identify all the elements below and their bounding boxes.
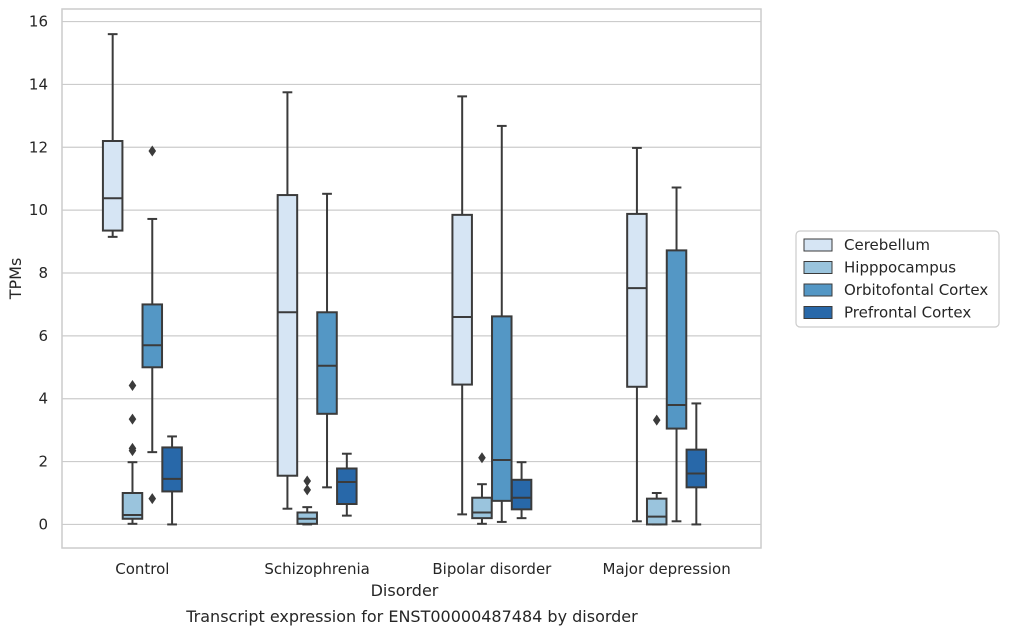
boxes bbox=[101, 33, 708, 526]
y-tick-label: 14 bbox=[29, 75, 48, 93]
legend-swatch bbox=[803, 283, 833, 297]
box-orbitofontal-cortex bbox=[141, 145, 164, 505]
iqr-box bbox=[645, 497, 668, 526]
box-prefrontal-cortex bbox=[161, 435, 183, 526]
x-tick-label: Major depression bbox=[603, 560, 731, 578]
iqr-box bbox=[471, 496, 493, 520]
x-tick-label: Control bbox=[115, 560, 169, 578]
iqr-box bbox=[336, 467, 358, 506]
legend-swatch bbox=[803, 306, 833, 319]
iqr-box bbox=[316, 311, 338, 415]
iqr-box bbox=[276, 194, 299, 477]
box-hipppocampus bbox=[645, 414, 668, 526]
iqr-box bbox=[101, 140, 124, 232]
y-tick-label: 6 bbox=[38, 327, 48, 345]
legend-swatch bbox=[803, 238, 833, 252]
y-tick-label: 12 bbox=[29, 138, 48, 156]
box-cerebellum bbox=[626, 146, 648, 523]
x-tick-label: Bipolar disorder bbox=[432, 560, 552, 578]
box-hipppocampus bbox=[471, 452, 493, 525]
legend-label: Orbitofontal Cortex bbox=[844, 281, 988, 299]
y-axis-label: TPMs bbox=[6, 258, 25, 301]
legend-frame bbox=[795, 230, 1000, 328]
outlier-point bbox=[128, 445, 137, 457]
box-hipppocampus bbox=[121, 380, 144, 525]
outlier-point bbox=[303, 475, 312, 487]
box-prefrontal-cortex bbox=[336, 452, 358, 517]
outlier-point bbox=[303, 484, 312, 496]
y-tick-label: 0 bbox=[38, 515, 48, 533]
iqr-box bbox=[665, 249, 688, 430]
x-axis-ticks: Control Schizophrenia Bipolar disorder Majo… bbox=[115, 560, 730, 578]
box-orbitofontal-cortex bbox=[316, 192, 338, 489]
iqr-box bbox=[510, 478, 533, 511]
x-tick-label: Schizophrenia bbox=[264, 560, 369, 578]
outlier-point bbox=[128, 380, 137, 392]
box-hipppocampus bbox=[296, 475, 318, 526]
iqr-box bbox=[141, 303, 164, 369]
legend-label: Cerebellum bbox=[844, 236, 930, 254]
outlier-point bbox=[148, 493, 157, 505]
box-cerebellum bbox=[451, 95, 473, 516]
box-orbitofontal-cortex bbox=[665, 186, 688, 523]
iqr-box bbox=[161, 446, 183, 493]
box-prefrontal-cortex bbox=[510, 461, 533, 520]
legend-label: Hipppocampus bbox=[844, 259, 956, 277]
y-tick-label: 16 bbox=[29, 13, 48, 31]
y-tick-label: 4 bbox=[38, 390, 48, 408]
y-tick-label: 2 bbox=[38, 453, 48, 471]
iqr-box bbox=[451, 213, 473, 386]
outlier-point bbox=[128, 413, 137, 425]
iqr-box bbox=[121, 492, 144, 520]
legend-label: Prefrontal Cortex bbox=[844, 304, 971, 322]
y-tick-label: 8 bbox=[38, 264, 48, 282]
legend: Cerebellum Hipppocampus Orbitofontal Corte… bbox=[795, 230, 1000, 328]
legend-swatch bbox=[803, 261, 833, 274]
iqr-box bbox=[491, 315, 513, 502]
box-cerebellum bbox=[101, 33, 124, 238]
box-prefrontal-cortex bbox=[685, 402, 708, 526]
plot-area-frame bbox=[61, 8, 762, 549]
iqr-box bbox=[685, 448, 708, 489]
box-orbitofontal-cortex bbox=[491, 124, 513, 523]
y-axis-ticks: 0 2 4 6 8 10 12 14 16 bbox=[29, 13, 48, 534]
iqr-box bbox=[626, 212, 648, 388]
outlier-point bbox=[478, 452, 486, 464]
x-axis-label: Disorder bbox=[371, 581, 439, 600]
chart-caption: Transcript expression for ENST0000048748… bbox=[185, 607, 638, 626]
outlier-point bbox=[652, 414, 661, 426]
y-tick-label: 10 bbox=[29, 201, 48, 219]
box-cerebellum bbox=[276, 91, 299, 510]
outlier-point bbox=[148, 145, 157, 157]
